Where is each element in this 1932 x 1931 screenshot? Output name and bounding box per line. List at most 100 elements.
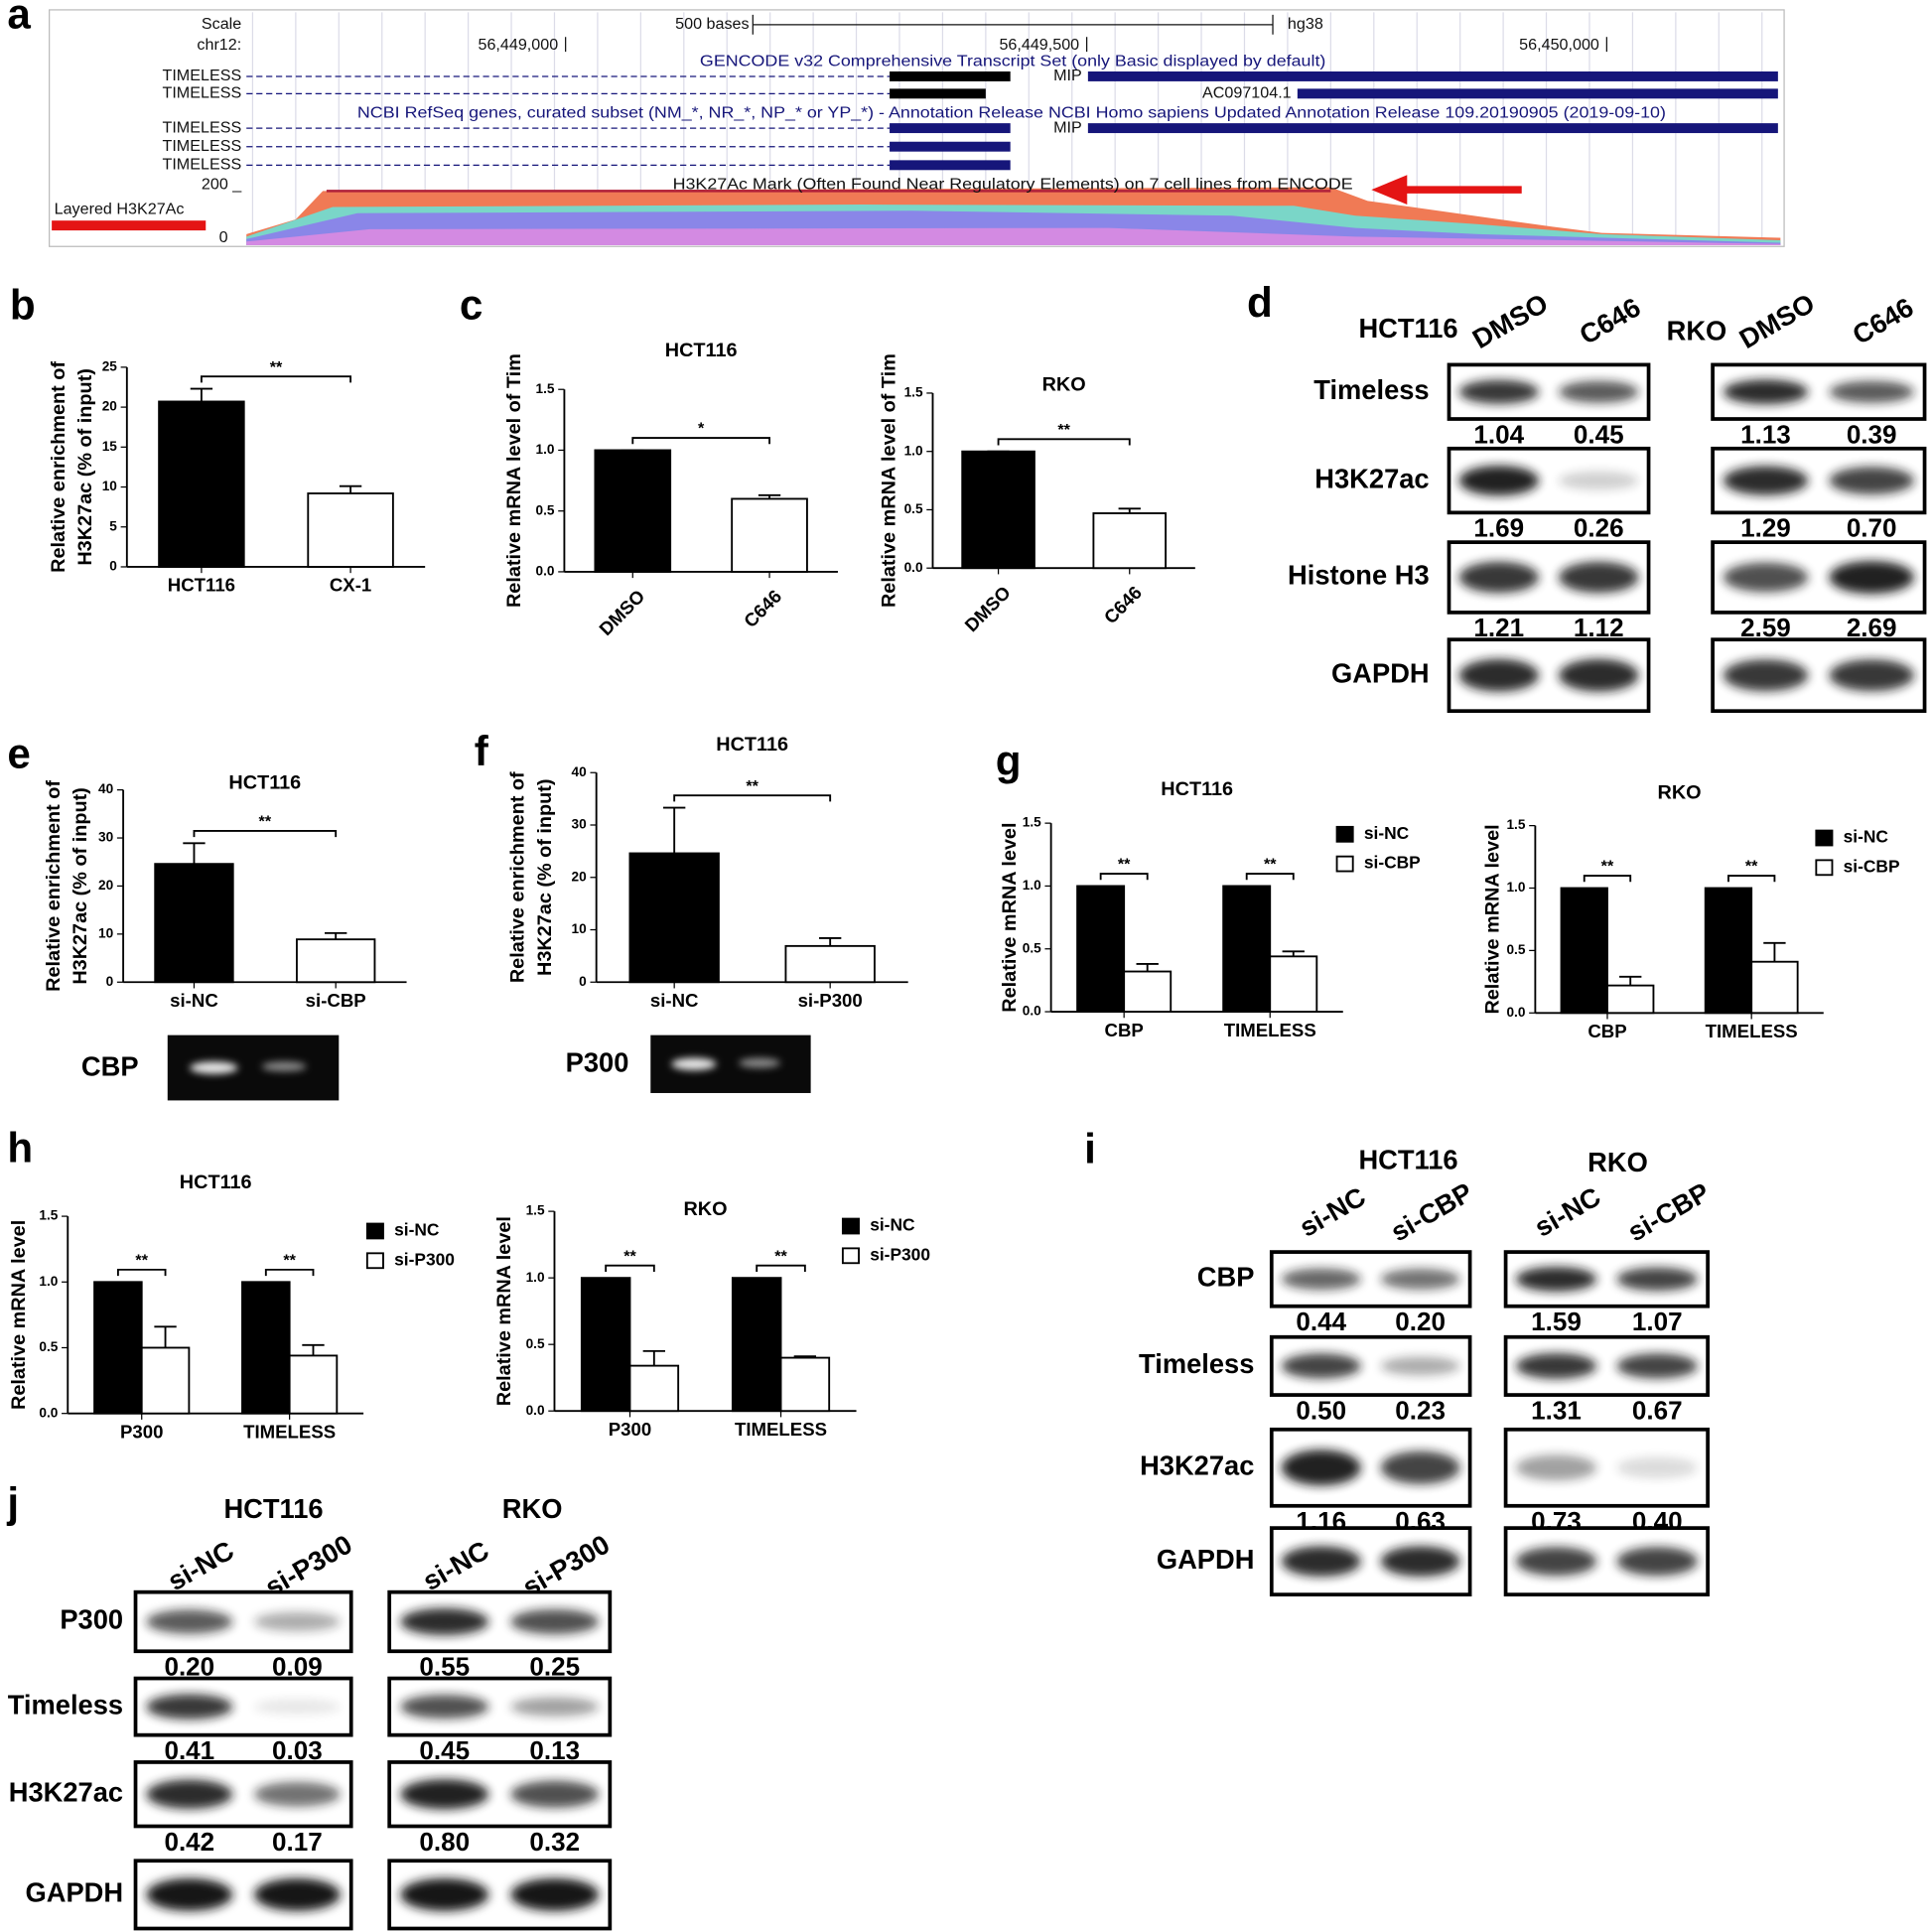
lane-label: si-NC — [1294, 1180, 1370, 1242]
y-tick-label: 0 — [109, 559, 117, 574]
significance-label: ** — [135, 1251, 148, 1269]
blot-band — [1380, 1356, 1460, 1376]
row-label: CBP — [1197, 1262, 1255, 1293]
quant-label: 0.20 — [164, 1652, 214, 1682]
scale-bar-label: 500 bases — [675, 15, 749, 33]
gel-band — [261, 1061, 307, 1072]
y-tick-label: 0.0 — [904, 560, 923, 575]
significance-label: * — [698, 420, 705, 438]
scale-bar — [752, 14, 1274, 35]
bar — [140, 1346, 191, 1415]
y-tick-label: 1.5 — [904, 385, 923, 400]
x-tick-label: HCT116 — [168, 575, 235, 596]
error-bar — [663, 806, 686, 854]
y-axis-label: H3K27ac (% of input) — [534, 779, 556, 976]
quant-label: 0.26 — [1574, 513, 1624, 543]
quant-label: 0.45 — [1574, 419, 1624, 449]
x-tick-label: CX-1 — [330, 575, 371, 596]
error-bar — [758, 493, 781, 499]
significance-bracket — [1099, 873, 1149, 881]
exon — [890, 160, 1011, 171]
y-tick-label: 0.5 — [904, 501, 923, 516]
y-tick-label: 1.0 — [526, 1270, 545, 1285]
quant-label: 1.69 — [1473, 513, 1524, 543]
blot-band — [146, 1694, 233, 1720]
y-axis-label: H3K27ac (% of input) — [69, 787, 91, 984]
chart-title: HCT116 — [716, 734, 788, 756]
bar — [288, 1354, 339, 1415]
row-label: H3K27ac — [1140, 1450, 1254, 1481]
legend-swatch — [1335, 855, 1354, 873]
y-tick-label: 1.5 — [39, 1208, 58, 1223]
blot-band — [1458, 658, 1539, 692]
error-bar — [190, 387, 213, 402]
chart-title: HCT116 — [1161, 778, 1233, 800]
lane-label: si-NC — [162, 1535, 238, 1596]
blot-band — [510, 1697, 600, 1717]
blot-band — [1281, 1449, 1361, 1486]
lane-label: DMSO — [1467, 287, 1553, 354]
error-bar — [1619, 975, 1642, 986]
legend-label: si-NC — [870, 1215, 915, 1235]
track-max: 200 _ — [202, 175, 242, 193]
legend-label: si-NC — [1844, 827, 1889, 847]
y-tick-label: 40 — [572, 764, 588, 779]
x-tick-label: TIMELESS — [1706, 1021, 1798, 1041]
chart-title: HCT116 — [665, 340, 738, 361]
blot-band — [1616, 1456, 1698, 1478]
error-bar — [1136, 963, 1159, 972]
mip-label: MIP — [1053, 67, 1082, 84]
quant-label: 2.69 — [1847, 613, 1897, 642]
mip-gene — [1087, 123, 1778, 134]
legend-label: si-P300 — [870, 1244, 930, 1264]
panel-letter: f — [475, 728, 489, 774]
significance-bracket — [116, 1268, 167, 1277]
panel-letter: j — [6, 1479, 19, 1526]
x-tick-label: C646 — [1100, 582, 1146, 627]
quant-label: 0.70 — [1847, 513, 1897, 543]
position-label: 56,450,000 — [1519, 36, 1599, 54]
quant-label: 0.80 — [419, 1827, 470, 1857]
bar — [1269, 955, 1318, 1013]
quant-label: 0.03 — [272, 1735, 323, 1765]
y-tick-label: 0.5 — [526, 1336, 545, 1351]
blot-band — [253, 1699, 341, 1715]
quant-label: 1.07 — [1632, 1307, 1683, 1336]
exon — [890, 70, 1011, 81]
quant-label: 0.13 — [529, 1735, 580, 1765]
y-axis-label: H3K27ac (% of input) — [74, 368, 96, 565]
y-tick-label: 0.5 — [1023, 940, 1041, 955]
panel-letter: h — [7, 1124, 33, 1171]
quant-label: 0.23 — [1395, 1395, 1446, 1425]
bar — [307, 492, 394, 568]
significance-bracket — [631, 437, 770, 445]
x-tick-label: TIMELESS — [243, 1421, 336, 1442]
y-axis-label: Relative enrichment of — [507, 771, 529, 983]
y-axis-label: Relative enrichment of — [48, 361, 69, 573]
exon — [890, 123, 1011, 134]
significance-bracket — [673, 794, 832, 802]
significance-label: ** — [270, 358, 283, 376]
error-bar — [183, 842, 206, 865]
exon — [890, 88, 986, 99]
quant-label: 1.21 — [1473, 613, 1524, 642]
chart-title: HCT116 — [180, 1172, 252, 1193]
y-axis-label: Relative mRNA level of Tim — [503, 353, 525, 608]
legend-swatch — [365, 1222, 384, 1240]
row-label: GAPDH — [1157, 1544, 1255, 1575]
y-tick-label: 5 — [109, 518, 117, 533]
significance-bracket — [200, 375, 352, 383]
significance-bracket — [193, 830, 338, 838]
quant-label: 1.13 — [1740, 419, 1791, 449]
legend-swatch — [841, 1247, 860, 1265]
gene-label: TIMELESS — [162, 137, 241, 155]
blot-band — [1458, 561, 1539, 594]
mip-gene — [1087, 70, 1778, 81]
row-label: Histone H3 — [1288, 560, 1430, 591]
legend-swatch — [1815, 829, 1834, 847]
blot-band — [146, 1609, 233, 1634]
significance-label: ** — [1745, 858, 1758, 876]
y-tick-label: 20 — [572, 869, 588, 884]
lane-label: si-CBP — [1385, 1176, 1477, 1248]
